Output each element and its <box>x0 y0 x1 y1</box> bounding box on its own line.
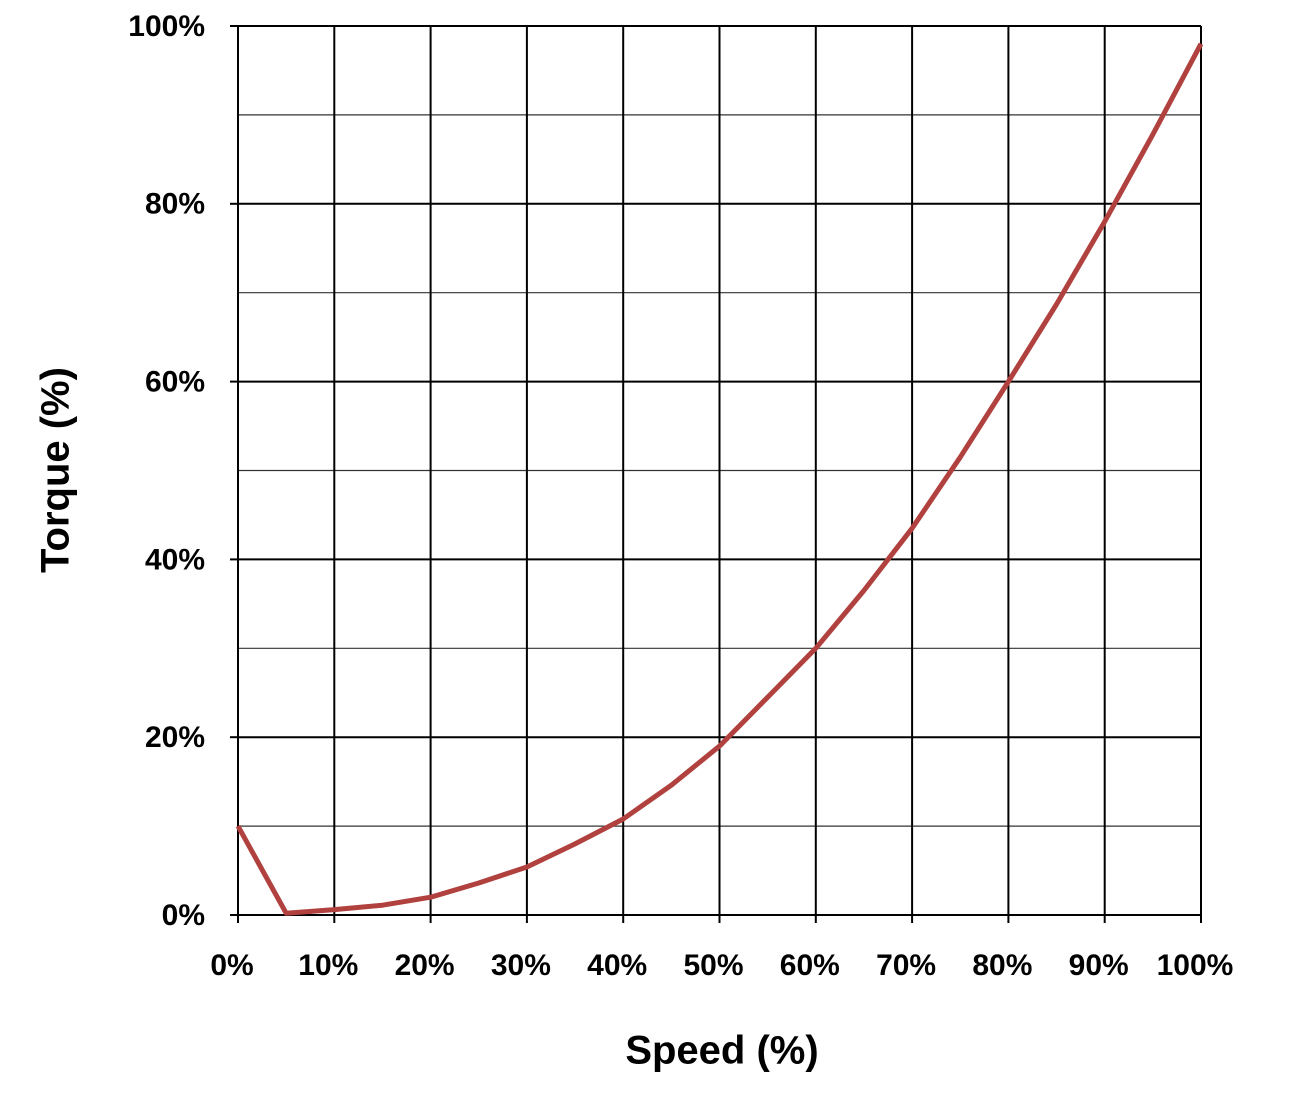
x-tick-label: 70% <box>876 949 936 982</box>
data-line <box>235 42 1204 916</box>
x-tick-label: 10% <box>298 949 358 982</box>
y-tick-label: 100% <box>128 10 205 43</box>
y-tick-label: 60% <box>145 366 205 399</box>
y-axis-title: Torque (%) <box>34 367 78 573</box>
y-tick-label: 20% <box>145 721 205 754</box>
x-tick-label: 50% <box>683 949 743 982</box>
y-tick-label: 0% <box>162 899 205 932</box>
x-tick-label: 100% <box>1157 949 1234 982</box>
x-tick-label: 20% <box>395 949 455 982</box>
y-tick-label: 40% <box>145 543 205 576</box>
x-tick-label: 40% <box>587 949 647 982</box>
x-axis-title: Speed (%) <box>625 1029 818 1073</box>
y-tick-label: 80% <box>145 188 205 221</box>
x-tick-label: 30% <box>491 949 551 982</box>
x-tick-label: 60% <box>780 949 840 982</box>
x-tick-label: 80% <box>972 949 1032 982</box>
x-tick-label: 0% <box>210 949 253 982</box>
x-tick-label: 90% <box>1069 949 1129 982</box>
